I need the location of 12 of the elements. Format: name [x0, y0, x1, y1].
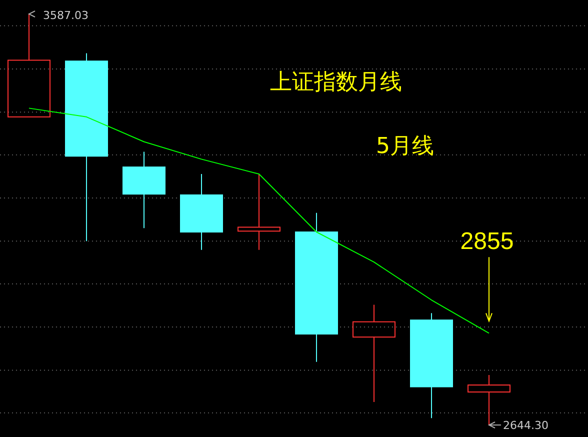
annotation: 2855	[460, 228, 514, 256]
candlestick	[122, 151, 166, 229]
annotation: 3587.03	[43, 9, 88, 22]
text: 5月线	[376, 134, 434, 159]
text: 上证指数月线	[270, 70, 402, 95]
candlestick	[410, 312, 453, 419]
candlestick	[238, 174, 280, 250]
annotation: 2644.30	[503, 419, 548, 432]
candlestick	[180, 174, 223, 250]
candlestick	[295, 212, 338, 362]
candlestick	[352, 304, 396, 403]
candlestick	[65, 52, 108, 242]
